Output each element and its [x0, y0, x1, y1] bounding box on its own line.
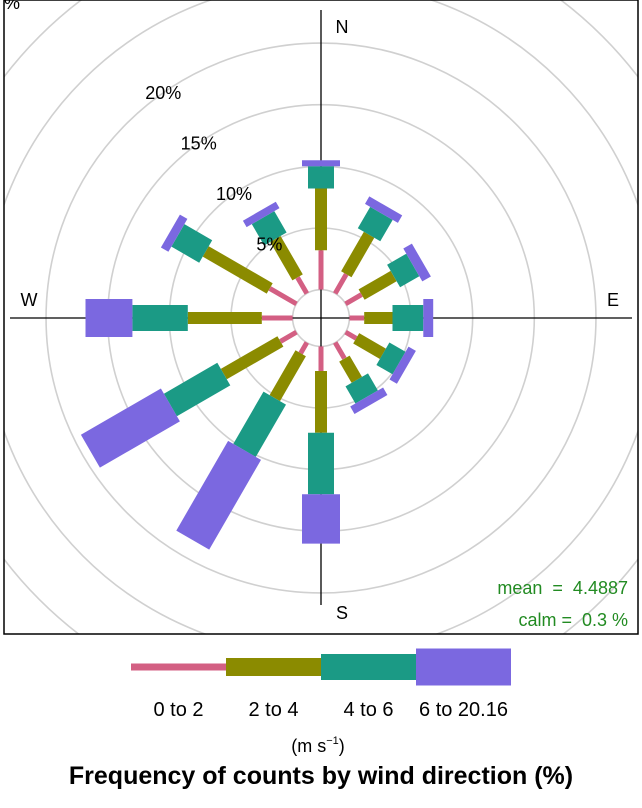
petal-150-bin-4: [350, 387, 388, 414]
petal-120-bin-1: [344, 330, 358, 341]
ring-label-5: 5%: [256, 234, 282, 254]
mean-stat: mean = 4.4887: [497, 578, 628, 598]
radial-labels: 5% 10% 15% 20%%: [4, 0, 282, 254]
legend-swatch-2: [226, 658, 321, 676]
wind-rose-chart: 5% 10% 15% 20%% N S W E mean = 4.4887 calm …: [3, 0, 639, 756]
petal-330-bin-1: [295, 276, 309, 295]
petal-150-bin-1: [333, 341, 347, 360]
petal-90-bin-4: [423, 299, 434, 337]
petal-60-bin-3: [387, 253, 420, 288]
speed-legend: 0 to 2 2 to 4 4 to 6 6 to 20.16: [131, 648, 511, 721]
petal-30-bin-3: [357, 206, 393, 242]
south-label: S: [336, 603, 348, 623]
petal-270-bin-3: [132, 305, 188, 331]
legend-label-2: 2 to 4: [248, 699, 298, 721]
petal-180-bin-4: [302, 494, 340, 544]
petal-120-bin-4: [389, 346, 416, 384]
petal-120-bin-2: [353, 333, 386, 359]
petal-0-bin-2: [315, 188, 327, 251]
petal-60-bin-2: [358, 270, 397, 300]
petal-180-bin-1: [318, 346, 324, 371]
petal-120-bin-3: [376, 342, 406, 375]
petal-150-bin-3: [345, 373, 378, 404]
west-label: W: [21, 290, 38, 310]
legend-label-4: 6 to 20.16: [419, 699, 508, 721]
chart-title: Frequency of counts by wind direction (%…: [68, 762, 574, 790]
petal-0-bin-4: [302, 160, 340, 167]
calm-stat: calm = 0.3 %: [518, 610, 628, 630]
petal-30-bin-4: [365, 196, 403, 223]
petal-0-bin-3: [308, 166, 334, 189]
legend-label-1: 0 to 2: [153, 699, 203, 721]
petal-210-bin-1: [298, 341, 309, 355]
legend-swatch-4: [416, 648, 511, 686]
petal-330-bin-3: [251, 211, 287, 246]
wind-petals: [80, 160, 434, 550]
petal-210-bin-2: [269, 350, 306, 402]
petal-90-bin-3: [392, 305, 424, 331]
petal-180-bin-2: [315, 371, 327, 433]
petal-300-bin-2: [202, 246, 273, 294]
petal-270-bin-1: [261, 315, 293, 321]
legend-swatch-3: [321, 654, 416, 680]
ring-label-20: 20%: [145, 83, 181, 103]
petal-240-bin-2: [220, 336, 284, 380]
legend-swatch-1: [131, 663, 226, 671]
petal-90-bin-2: [364, 312, 393, 324]
petal-60-bin-1: [344, 292, 363, 306]
petal-300-bin-3: [171, 224, 213, 263]
petal-240-bin-4: [80, 388, 180, 468]
petal-30-bin-2: [341, 231, 375, 278]
ring-label-10: 10%: [216, 184, 252, 204]
legend-unit: (m s−1): [291, 735, 345, 756]
petal-270-bin-2: [187, 312, 262, 324]
north-label: N: [336, 17, 349, 37]
petal-150-bin-2: [339, 355, 362, 383]
petal-180-bin-3: [308, 432, 334, 495]
petal-240-bin-3: [163, 362, 231, 417]
petal-300-bin-1: [268, 286, 298, 306]
petal-270-bin-4: [85, 299, 133, 337]
petal-0-bin-1: [318, 250, 324, 290]
legend-label-3: 4 to 6: [343, 699, 393, 721]
east-label: E: [607, 290, 619, 310]
radial-unit-label: %: [4, 0, 20, 13]
petal-300-bin-4: [160, 214, 188, 252]
petal-90-bin-1: [349, 315, 365, 321]
plot-panel-border: [3, 0, 639, 635]
petal-240-bin-1: [279, 330, 298, 344]
petal-210-bin-3: [233, 391, 286, 457]
ring-label-15: 15%: [181, 133, 217, 153]
petal-210-bin-4: [176, 440, 261, 550]
petal-60-bin-4: [403, 243, 431, 282]
petal-30-bin-1: [333, 273, 349, 295]
petal-330-bin-4: [242, 201, 280, 228]
petal-330-bin-2: [270, 236, 303, 281]
